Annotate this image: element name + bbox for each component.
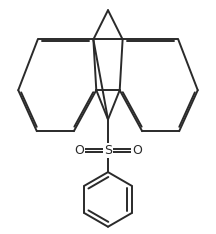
Text: S: S bbox=[104, 144, 112, 157]
Text: O: O bbox=[74, 144, 84, 157]
Text: O: O bbox=[132, 144, 142, 157]
